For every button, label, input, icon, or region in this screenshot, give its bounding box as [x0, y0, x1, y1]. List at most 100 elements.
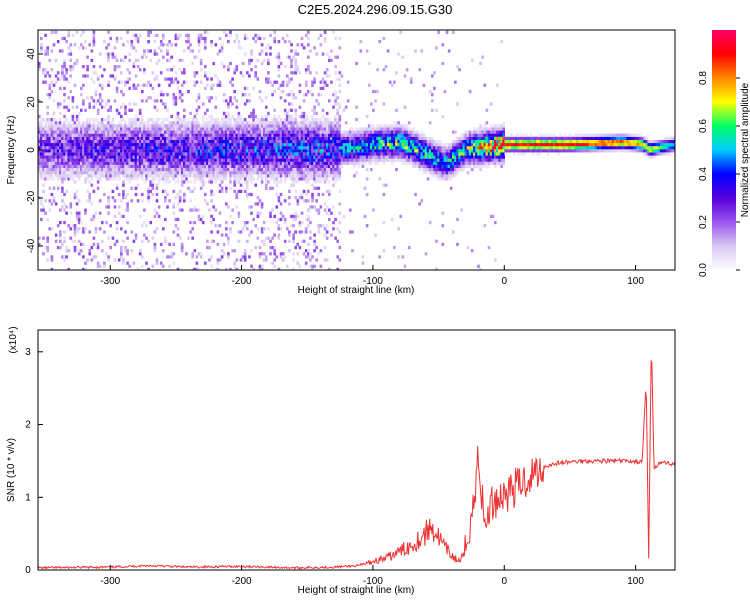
- spectrogram-cell: [117, 80, 121, 84]
- spectrogram-cell: [103, 124, 106, 128]
- spectrogram-cell: [94, 152, 98, 156]
- spectrogram-cell: [71, 155, 75, 159]
- spectrogram-cell: [82, 83, 85, 87]
- spectrogram-cell: [216, 136, 220, 140]
- spectrogram-cell: [365, 192, 369, 197]
- spectrogram-cell: [342, 108, 346, 112]
- spectrogram-cell: [166, 158, 169, 162]
- spectrogram-cell: [65, 168, 68, 172]
- spectrogram-cell: [441, 168, 445, 172]
- spectrogram-cell: [191, 136, 194, 140]
- spectrogram-cell: [120, 164, 123, 168]
- spectrogram-cell: [281, 90, 285, 94]
- spectrogram-cell: [168, 127, 171, 131]
- spectrogram-cell: [206, 164, 209, 168]
- spectrogram-cell: [336, 152, 339, 156]
- spectrogram-cell: [363, 214, 367, 218]
- spectrogram-cell: [370, 158, 373, 162]
- spectrogram-cell: [422, 168, 426, 172]
- spectrogram-cell: [250, 111, 253, 115]
- spectrogram-cell: [275, 121, 279, 125]
- spectrogram-cell: [65, 255, 68, 259]
- spectrogram-cell: [277, 124, 281, 128]
- spectrogram-cell: [298, 171, 302, 175]
- spectrogram-cell: [134, 124, 138, 128]
- spectrogram-cell: [311, 127, 314, 131]
- spectrogram-cell: [336, 127, 339, 131]
- spectrogram-cell: [252, 171, 255, 175]
- spectrogram-cell: [296, 161, 300, 165]
- spectrogram-cell: [414, 152, 417, 156]
- spectrogram-cell: [260, 161, 264, 165]
- spectrogram-cell: [52, 155, 56, 159]
- spectrogram-cell: [155, 108, 159, 112]
- spectrogram-cell: [243, 258, 247, 262]
- spectrogram-cell: [44, 49, 47, 53]
- spectrogram-cell: [235, 146, 239, 150]
- spectrogram-cell: [313, 111, 316, 115]
- spectrogram-cell: [328, 143, 331, 147]
- spectrogram-cell: [338, 130, 342, 134]
- spectrogram-cell: [319, 168, 323, 172]
- spectrogram-cell: [90, 58, 94, 62]
- spectrogram-cell: [44, 246, 47, 250]
- spectrogram-cell: [441, 149, 445, 153]
- spectrogram-cell: [304, 152, 308, 156]
- spectrogram-cell: [168, 161, 171, 165]
- spectrogram-cell: [197, 161, 201, 165]
- spectrogram-cell: [216, 168, 220, 172]
- spectrogram-cell: [304, 139, 308, 144]
- spectrogram-cell: [122, 239, 125, 243]
- spectrogram-cell: [42, 146, 45, 150]
- spectrogram-cell: [243, 155, 247, 159]
- spectrogram-cell: [388, 143, 392, 147]
- spectrogram-cell: [254, 152, 257, 156]
- spectrogram-cell: [98, 52, 102, 56]
- spectrogram-cell: [88, 155, 91, 159]
- spectrogram-cell: [105, 171, 108, 175]
- spectrogram-cell: [90, 118, 94, 122]
- spectrogram-cell: [71, 224, 75, 228]
- spectrogram-cell: [63, 36, 66, 41]
- spectrogram-cell: [128, 168, 131, 172]
- spectrogram-cell: [157, 174, 161, 178]
- spectrogram-cell: [246, 164, 249, 168]
- spectrogram-cell: [206, 127, 209, 131]
- spectrogram-cell: [365, 224, 369, 228]
- spectrogram-cell: [374, 146, 377, 150]
- spectrogram-cell: [136, 174, 140, 178]
- spectrogram-cell: [328, 192, 331, 197]
- spectrogram-cell: [208, 136, 211, 140]
- spectrogram-cell: [260, 230, 264, 234]
- spectrogram-cell: [319, 224, 323, 228]
- spectrogram-cell: [220, 168, 224, 172]
- spectrogram-cell: [143, 127, 146, 131]
- spectrogram-cell: [374, 158, 377, 162]
- spectrogram-cell: [136, 149, 140, 153]
- spectrogram-cell: [80, 168, 83, 172]
- spectrogram-cell: [338, 189, 342, 193]
- spectrogram-cell: [241, 130, 245, 134]
- spectrogram-cell: [323, 164, 327, 168]
- spectrogram-cell: [317, 211, 321, 215]
- spectrogram-cell: [300, 133, 304, 137]
- spectrogram-cell: [143, 155, 146, 159]
- spectrogram-cell: [164, 152, 167, 156]
- spectrogram-cell: [122, 149, 125, 153]
- spectrogram-cell: [286, 130, 289, 134]
- spectrogram-cell: [388, 139, 392, 144]
- spectrogram-cell: [323, 83, 327, 87]
- spectrogram-cell: [101, 249, 104, 253]
- spectrogram-cell: [54, 152, 58, 156]
- spectrogram-cell: [307, 217, 310, 222]
- spectrogram-cell: [323, 124, 327, 128]
- spectrogram-cell: [191, 174, 194, 178]
- spectrogram-cell: [71, 161, 75, 165]
- spectrogram-cell: [117, 205, 121, 209]
- spectrogram-cell: [162, 124, 165, 128]
- spectrogram-cell: [273, 139, 276, 144]
- spectrogram-cell: [309, 155, 312, 159]
- spectrogram-cell: [50, 146, 54, 150]
- spectrogram-cell: [178, 68, 182, 72]
- spectrogram-cell: [418, 68, 421, 72]
